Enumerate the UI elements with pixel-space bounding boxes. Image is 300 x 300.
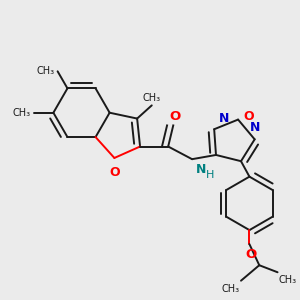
Text: O: O <box>109 166 120 179</box>
Text: CH₃: CH₃ <box>279 275 297 285</box>
Text: O: O <box>244 110 254 123</box>
Text: H: H <box>206 170 214 180</box>
Text: CH₃: CH₃ <box>12 108 30 118</box>
Text: N: N <box>250 121 260 134</box>
Text: CH₃: CH₃ <box>36 66 54 76</box>
Text: O: O <box>169 110 180 123</box>
Text: CH₃: CH₃ <box>143 93 161 103</box>
Text: N: N <box>218 112 229 125</box>
Text: CH₃: CH₃ <box>221 284 240 293</box>
Text: O: O <box>245 248 256 261</box>
Text: N: N <box>196 163 206 176</box>
